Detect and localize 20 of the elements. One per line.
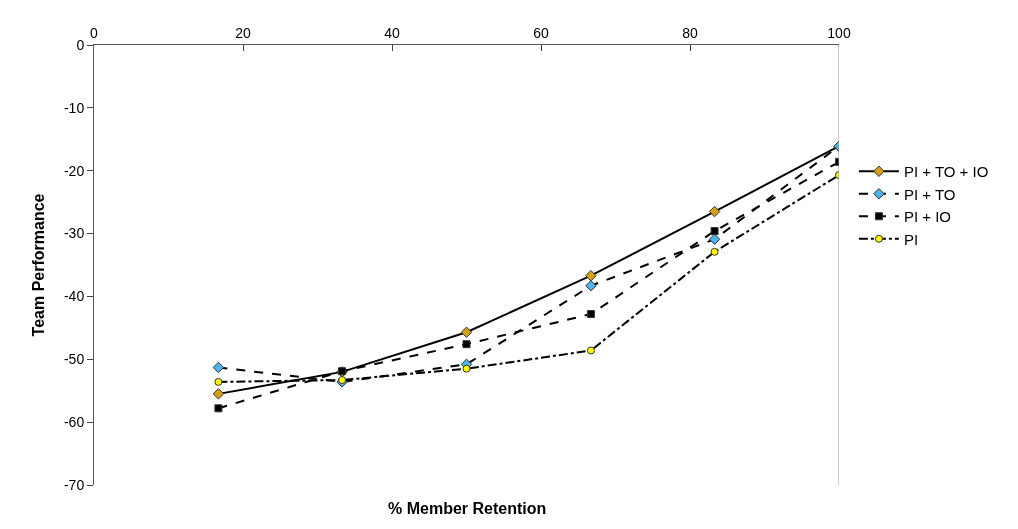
y-tick-label: -60 bbox=[63, 414, 85, 431]
y-tick-label: -70 bbox=[63, 476, 85, 493]
y-tick-label: -10 bbox=[63, 99, 85, 116]
y-tick-label: 0 bbox=[76, 36, 85, 53]
legend-label: PI + IO bbox=[903, 208, 952, 226]
y-tick-label: -30 bbox=[63, 225, 85, 242]
x-tick-label: 80 bbox=[682, 25, 698, 42]
x-tick-label: 40 bbox=[384, 25, 400, 42]
x-tick-label: 60 bbox=[533, 25, 549, 42]
x-tick-label: 100 bbox=[827, 25, 851, 42]
y-tick-label: -50 bbox=[63, 351, 85, 368]
y-tick-label: -20 bbox=[63, 162, 85, 179]
y-tick-label: -40 bbox=[63, 288, 85, 305]
legend-label: PI + TO bbox=[903, 185, 956, 203]
legend-label: PI bbox=[903, 230, 919, 248]
y-axis-title: Team Performance bbox=[29, 193, 47, 337]
legend-label: PI + TO + IO bbox=[903, 163, 989, 181]
x-tick-label: 20 bbox=[235, 25, 251, 42]
x-axis-title: % Member Retention bbox=[388, 500, 547, 517]
x-tick-label: 0 bbox=[90, 25, 99, 42]
